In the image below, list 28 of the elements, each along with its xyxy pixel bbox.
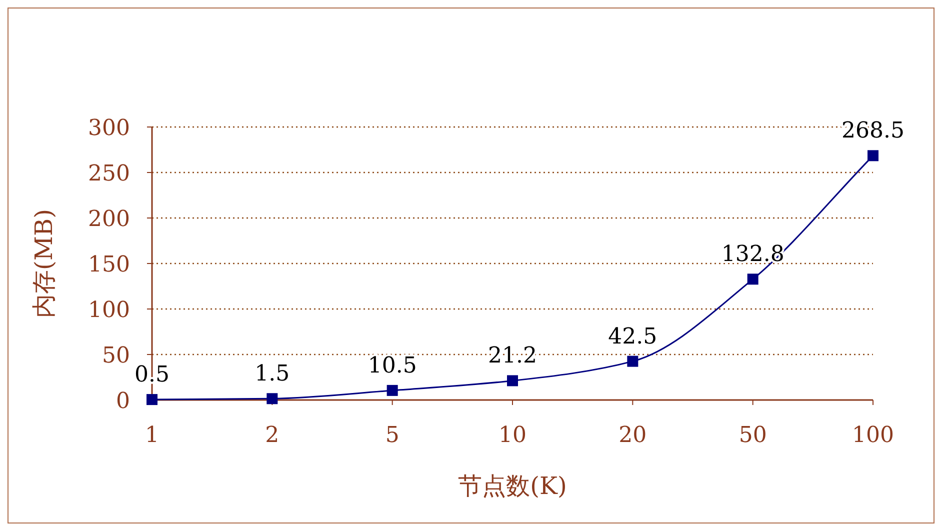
point (747, 274, 758, 285)
y-tick-label: 100 (88, 298, 130, 323)
x-tick-label: 5 (385, 423, 400, 448)
x-tick-label: 50 (738, 423, 767, 448)
data-label: 10.5 (368, 353, 417, 378)
point (507, 375, 518, 386)
data-label: 268.5 (842, 118, 904, 144)
y-tick-label: 50 (102, 344, 130, 368)
point (146, 394, 158, 406)
y-axis-title: 内存(MB) (30, 209, 58, 318)
data-label: 42.5 (608, 324, 658, 350)
y-tick-label: 0 (116, 389, 130, 414)
x-axis-title: 节点数(K) (458, 472, 567, 500)
point (868, 150, 878, 162)
data-label: 1.5 (254, 362, 290, 387)
point (266, 393, 278, 404)
x-tick-label: 20 (618, 423, 647, 448)
x-tick-label: 10 (498, 423, 526, 448)
y-tick-label: 250 (88, 162, 130, 186)
point (627, 356, 638, 367)
data-label: 21.2 (488, 344, 537, 369)
x-tick-label: 1 (145, 423, 159, 448)
x-tick-label: 100 (852, 423, 894, 448)
y-tick-label: 200 (88, 207, 130, 232)
y-tick-label: 300 (88, 116, 130, 141)
point (386, 384, 398, 396)
y-tick-label: 150 (88, 252, 130, 278)
x-tick-label: 2 (265, 423, 280, 448)
